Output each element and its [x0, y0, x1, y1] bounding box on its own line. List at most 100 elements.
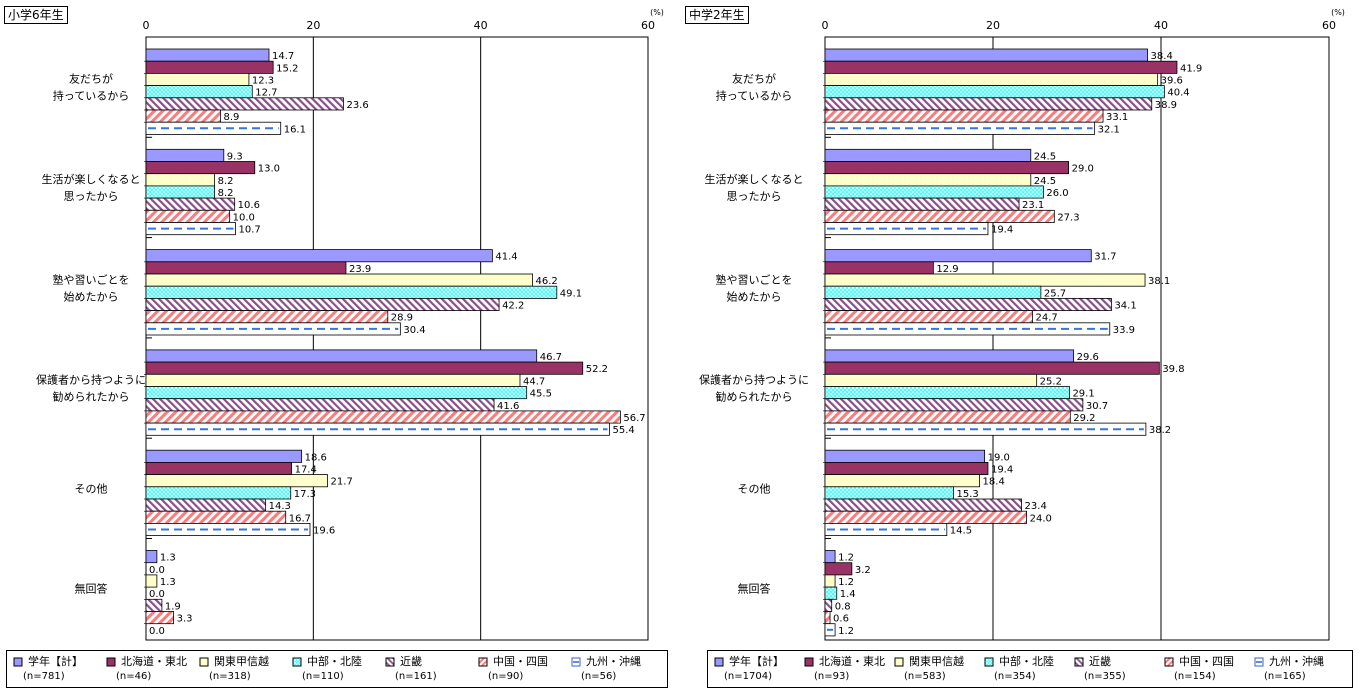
legend-label: 学年【計】 [729, 655, 784, 668]
bar [145, 486, 292, 500]
bar [145, 249, 493, 263]
legend-label: 関東甲信越 [214, 655, 269, 668]
legend-n: (n=354) [994, 671, 1036, 682]
legend-n: (n=46) [116, 671, 152, 682]
category-label: 友だちが [732, 72, 776, 86]
bar [824, 410, 1071, 424]
data-label: 46.7 [540, 352, 562, 363]
bar [145, 310, 389, 324]
bar [824, 373, 1038, 387]
legend-item: 近畿 (n=161) [385, 654, 478, 684]
data-label: 31.7 [1094, 252, 1116, 263]
bar [824, 322, 1111, 336]
x-tick-label: 60 [1322, 19, 1336, 32]
x-tick-label: 20 [986, 19, 1000, 32]
bar [145, 510, 287, 524]
bar [145, 410, 621, 424]
legend-swatch [984, 657, 994, 666]
data-label: 14.7 [272, 51, 294, 62]
bar [824, 161, 1070, 175]
legend-n: (n=110) [302, 671, 344, 682]
bar [145, 550, 158, 564]
legend-n: (n=90) [488, 671, 524, 682]
category-label: 保護者から持つように [699, 373, 809, 387]
bar [145, 48, 270, 62]
data-label: 38.4 [1151, 51, 1173, 62]
legend-swatch [571, 657, 581, 666]
data-label: 30.4 [403, 325, 425, 336]
bar [824, 185, 1044, 199]
data-label: 1.4 [840, 589, 856, 600]
data-label: 1.3 [160, 577, 176, 588]
legend-item: 中国・四国 (n=154) [1164, 654, 1254, 684]
bar [145, 361, 584, 375]
legend-swatch [292, 657, 302, 666]
legend-item: 近畿 (n=355) [1074, 654, 1164, 684]
bar [824, 486, 954, 500]
legend-label: 九州・沖縄 [1269, 655, 1324, 668]
unit-label: (%) [1331, 8, 1345, 17]
data-label: 0.6 [833, 614, 849, 625]
data-label: 21.7 [331, 477, 353, 488]
x-tick-label: 60 [641, 19, 655, 32]
data-label: 38.1 [1148, 276, 1170, 287]
data-label: 1.2 [838, 626, 854, 637]
bar [824, 310, 1033, 324]
data-label: 42.2 [502, 301, 524, 312]
legend-swatch [385, 657, 395, 666]
data-label: 23.9 [349, 264, 371, 275]
data-label: 9.3 [227, 151, 243, 162]
legend: 学年【計】 (n=1704) 北海道・東北 (n=93) 関東甲信越 (n=583) 中部・… [707, 650, 1353, 688]
legend-label: 学年【計】 [28, 655, 83, 668]
bar [824, 449, 986, 463]
legend-label: 中部・北陸 [999, 655, 1054, 668]
bar [145, 373, 521, 387]
legend-n: (n=93) [814, 671, 850, 682]
legend-label: 中国・四国 [493, 655, 548, 668]
data-label: 26.0 [1046, 188, 1068, 199]
legend-label: 北海道・東北 [121, 655, 187, 668]
data-label: 3.3 [177, 614, 193, 625]
data-label: 29.1 [1072, 389, 1094, 400]
legend-n: (n=781) [23, 671, 65, 682]
legend-label: 北海道・東北 [819, 655, 885, 668]
legend-label: 近畿 [400, 655, 422, 668]
category-label: 思ったから [64, 190, 119, 203]
bar [145, 209, 231, 223]
data-label: 38.2 [1149, 425, 1171, 436]
legend-item: 関東甲信越 (n=318) [199, 654, 292, 684]
bar [824, 249, 1092, 263]
bar [145, 173, 216, 187]
bar [824, 297, 1112, 311]
bar [824, 550, 836, 564]
bar-chart-grade8: 0 20 40 60(%)友だちが持っているから38.441.939.640.438.… [699, 8, 1345, 641]
legend-item: 北海道・東北 (n=46) [106, 654, 199, 684]
x-tick-label: 0 [822, 19, 829, 32]
data-label: 29.0 [1072, 164, 1094, 175]
data-label: 10.7 [239, 225, 261, 236]
legend-label: 近畿 [1089, 655, 1111, 668]
x-tick-label: 20 [306, 19, 320, 32]
data-label: 33.1 [1106, 112, 1128, 123]
legend-swatch [804, 657, 814, 666]
data-label: 8.9 [223, 112, 239, 123]
bar [145, 398, 495, 412]
legend-swatch [1164, 657, 1174, 666]
legend-item: 九州・沖縄 (n=165) [1254, 654, 1344, 684]
data-label: 0.0 [149, 626, 165, 637]
data-label: 46.2 [536, 276, 558, 287]
data-label: 17.3 [294, 489, 316, 500]
data-label: 27.3 [1057, 212, 1079, 223]
data-label: 12.3 [252, 76, 274, 87]
legend-swatch [1254, 657, 1264, 666]
category-label: 生活が楽しくなると [42, 172, 141, 186]
legend-label: 関東甲信越 [909, 655, 964, 668]
data-label: 14.3 [269, 501, 291, 512]
data-label: 24.7 [1035, 313, 1057, 324]
legend-swatch [13, 657, 23, 666]
legend-swatch [478, 657, 488, 666]
bar [824, 85, 1165, 99]
data-label: 0.0 [149, 589, 165, 600]
legend-swatch [894, 657, 904, 666]
